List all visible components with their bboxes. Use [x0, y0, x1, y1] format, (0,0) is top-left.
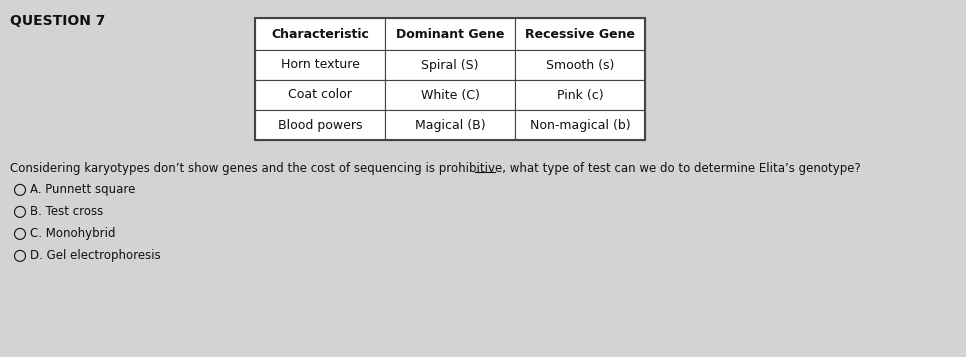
Text: Recessive Gene: Recessive Gene: [525, 27, 635, 40]
Text: White (C): White (C): [420, 89, 479, 101]
Text: B. Test cross: B. Test cross: [31, 205, 103, 218]
Text: Considering karyotypes don’t show genes and the cost of sequencing is prohibitiv: Considering karyotypes don’t show genes …: [10, 162, 861, 175]
Bar: [255, 110, 385, 140]
Text: QUESTION 7: QUESTION 7: [10, 14, 105, 28]
Bar: [385, 80, 515, 110]
Text: C. Monohybrid: C. Monohybrid: [31, 227, 116, 240]
Bar: [255, 80, 385, 110]
Bar: [255, 18, 385, 50]
Text: Pink (c): Pink (c): [556, 89, 604, 101]
Bar: [385, 110, 515, 140]
Text: Characteristic: Characteristic: [271, 27, 369, 40]
Text: Non-magical (b): Non-magical (b): [529, 119, 630, 131]
Text: Smooth (s): Smooth (s): [546, 59, 614, 71]
Text: Coat color: Coat color: [288, 89, 352, 101]
Text: A. Punnett square: A. Punnett square: [31, 183, 136, 196]
Bar: [515, 80, 645, 110]
Bar: [385, 50, 515, 80]
Bar: [515, 18, 645, 50]
Text: Magical (B): Magical (B): [414, 119, 485, 131]
Text: Spiral (S): Spiral (S): [421, 59, 479, 71]
Bar: [255, 50, 385, 80]
Bar: [255, 18, 645, 140]
Text: D. Gel electrophoresis: D. Gel electrophoresis: [31, 250, 161, 262]
Bar: [515, 110, 645, 140]
Bar: [515, 50, 645, 80]
Text: Horn texture: Horn texture: [280, 59, 359, 71]
Text: Dominant Gene: Dominant Gene: [396, 27, 504, 40]
Text: Blood powers: Blood powers: [278, 119, 362, 131]
Bar: [385, 18, 515, 50]
